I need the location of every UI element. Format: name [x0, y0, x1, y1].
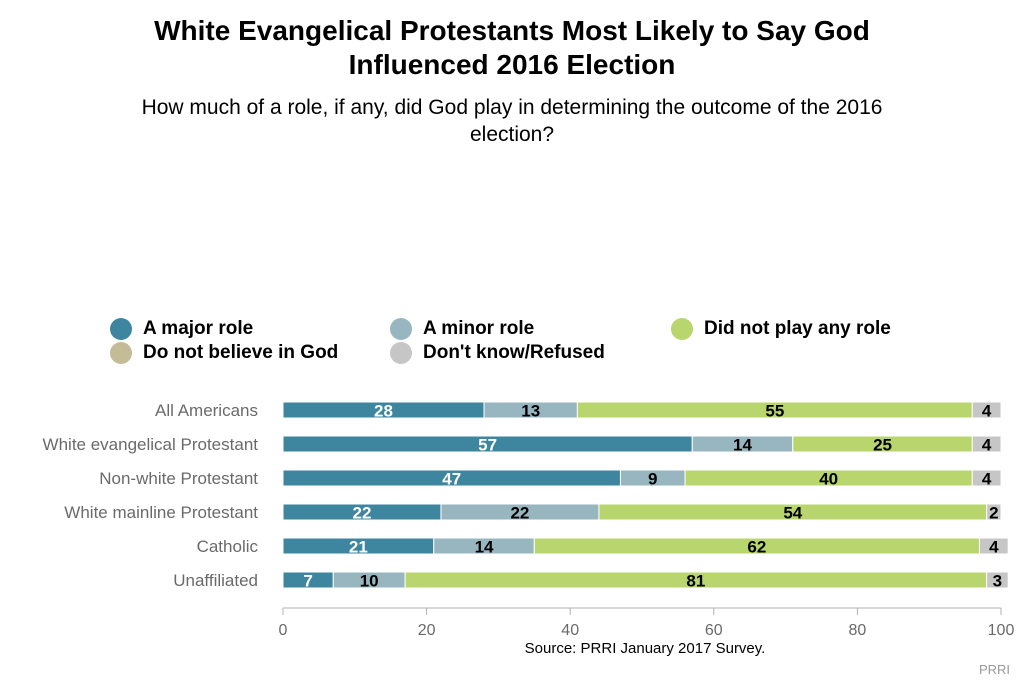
data-label: 55 — [765, 402, 784, 421]
x-tick-label: 100 — [988, 622, 1015, 639]
data-label: 4 — [982, 470, 992, 489]
data-label: 14 — [475, 538, 494, 557]
x-tick-label: 60 — [705, 622, 723, 639]
data-label: 7 — [303, 572, 312, 591]
category-label: Non-white Protestant — [99, 469, 258, 488]
category-label: Catholic — [197, 537, 259, 556]
source-text: Source: PRRI January 2017 Survey. — [524, 640, 766, 657]
category-label: All Americans — [155, 401, 258, 420]
data-label: 21 — [349, 538, 368, 557]
category-label: White evangelical Protestant — [43, 435, 259, 454]
bar-segment — [971, 401, 1002, 419]
bar-segment — [978, 537, 1009, 555]
source-note: Source: PRRI January 2017 Survey. — [0, 640, 1024, 657]
data-label: 81 — [686, 572, 705, 591]
chart-subtitle-line-2: election? — [469, 123, 555, 146]
data-label: 22 — [510, 504, 529, 523]
chart-title: White Evangelical Protestants Most Likel… — [0, 14, 1024, 82]
data-label: 57 — [478, 436, 497, 455]
data-label: 62 — [747, 538, 766, 557]
data-label: 4 — [989, 538, 999, 557]
x-tick-label: 40 — [561, 622, 579, 639]
bar-segment — [986, 503, 1002, 521]
data-label: 54 — [783, 504, 802, 523]
x-tick-label: 20 — [418, 622, 436, 639]
data-label: 40 — [819, 470, 838, 489]
data-label: 14 — [733, 436, 752, 455]
x-tick-label: 0 — [279, 622, 288, 639]
data-label: 4 — [982, 402, 992, 421]
data-label: 25 — [873, 436, 892, 455]
chart-title-line-1: White Evangelical Protestants Most Likel… — [154, 15, 870, 46]
chart-subtitle-line-1: How much of a role, if any, did God play… — [141, 96, 883, 119]
data-label: 2 — [989, 504, 998, 523]
data-label: 47 — [442, 470, 461, 489]
data-label: 9 — [648, 470, 657, 489]
data-label: 3 — [993, 572, 1002, 591]
brand-watermark: PRRI — [978, 662, 1010, 677]
bar-segment — [971, 469, 1002, 487]
bar-segment — [986, 571, 1009, 589]
chart-subtitle: How much of a role, if any, did God play… — [40, 94, 984, 148]
data-label: 4 — [982, 436, 992, 455]
category-label: Unaffiliated — [173, 571, 258, 590]
x-tick-label: 80 — [849, 622, 867, 639]
chart-title-line-2: Influenced 2016 Election — [348, 49, 676, 80]
bar-segment — [971, 435, 1002, 453]
data-label: 22 — [353, 504, 372, 523]
data-label: 13 — [521, 402, 540, 421]
data-label: 10 — [360, 572, 379, 591]
data-label: 28 — [374, 402, 393, 421]
category-label: White mainline Protestant — [64, 503, 258, 522]
